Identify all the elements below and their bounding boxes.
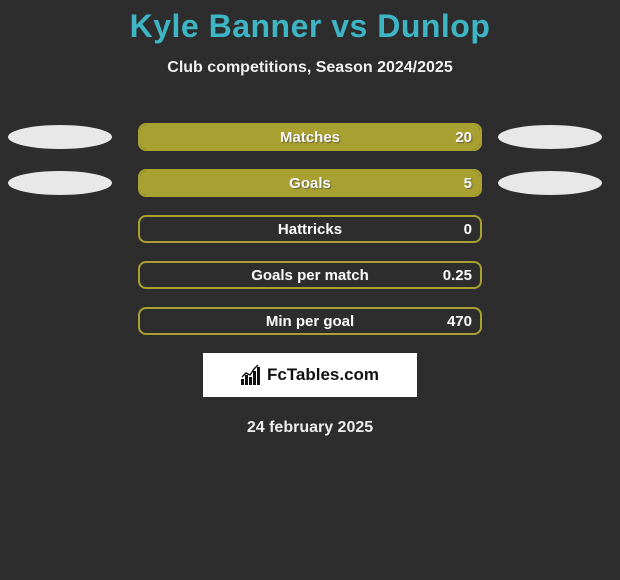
stat-bar: Goals per match0.25 bbox=[138, 261, 482, 289]
player-left-placeholder bbox=[8, 171, 112, 195]
player-right-placeholder bbox=[498, 171, 602, 195]
stat-label: Min per goal bbox=[140, 309, 480, 333]
stat-value: 470 bbox=[447, 309, 472, 333]
stat-value: 5 bbox=[464, 171, 472, 195]
stat-label: Matches bbox=[140, 125, 480, 149]
date-line: 24 february 2025 bbox=[0, 419, 620, 437]
chart-bars-icon bbox=[241, 365, 263, 385]
page-title: Kyle Banner vs Dunlop bbox=[0, 8, 620, 45]
stat-bar: Matches20 bbox=[138, 123, 482, 151]
stat-row: Hattricks0 bbox=[0, 215, 620, 243]
stat-label: Goals bbox=[140, 171, 480, 195]
subtitle: Club competitions, Season 2024/2025 bbox=[0, 59, 620, 77]
brand-badge[interactable]: FcTables.com bbox=[203, 353, 417, 397]
comparison-card: Kyle Banner vs Dunlop Club competitions,… bbox=[0, 0, 620, 437]
stat-label: Hattricks bbox=[140, 217, 480, 241]
stat-row: Min per goal470 bbox=[0, 307, 620, 335]
player-right-placeholder bbox=[498, 125, 602, 149]
stat-bar: Goals5 bbox=[138, 169, 482, 197]
player-left-placeholder bbox=[8, 125, 112, 149]
stat-bar: Min per goal470 bbox=[138, 307, 482, 335]
stat-bar: Hattricks0 bbox=[138, 215, 482, 243]
stat-row: Goals5 bbox=[0, 169, 620, 197]
stat-value: 20 bbox=[455, 125, 472, 149]
brand-text: FcTables.com bbox=[267, 365, 379, 385]
stat-value: 0 bbox=[464, 217, 472, 241]
stat-row: Goals per match0.25 bbox=[0, 261, 620, 289]
stat-label: Goals per match bbox=[140, 263, 480, 287]
stat-value: 0.25 bbox=[443, 263, 472, 287]
stat-row: Matches20 bbox=[0, 123, 620, 151]
stat-rows: Matches20 Goals5 Hattricks0 Goals per match… bbox=[0, 123, 620, 335]
